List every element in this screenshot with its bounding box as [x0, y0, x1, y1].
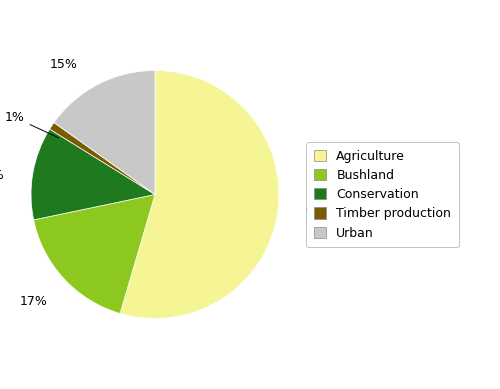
Text: 12%: 12%: [0, 169, 5, 182]
Wedge shape: [31, 129, 155, 220]
Wedge shape: [120, 70, 279, 319]
Text: 17%: 17%: [20, 295, 48, 308]
Text: 15%: 15%: [50, 58, 78, 71]
Text: 54%: 54%: [305, 207, 333, 220]
Text: 1%: 1%: [5, 111, 59, 138]
Wedge shape: [34, 194, 155, 314]
Wedge shape: [50, 123, 155, 194]
Legend: Agriculture, Bushland, Conservation, Timber production, Urban: Agriculture, Bushland, Conservation, Tim…: [306, 142, 458, 247]
Wedge shape: [54, 70, 155, 194]
